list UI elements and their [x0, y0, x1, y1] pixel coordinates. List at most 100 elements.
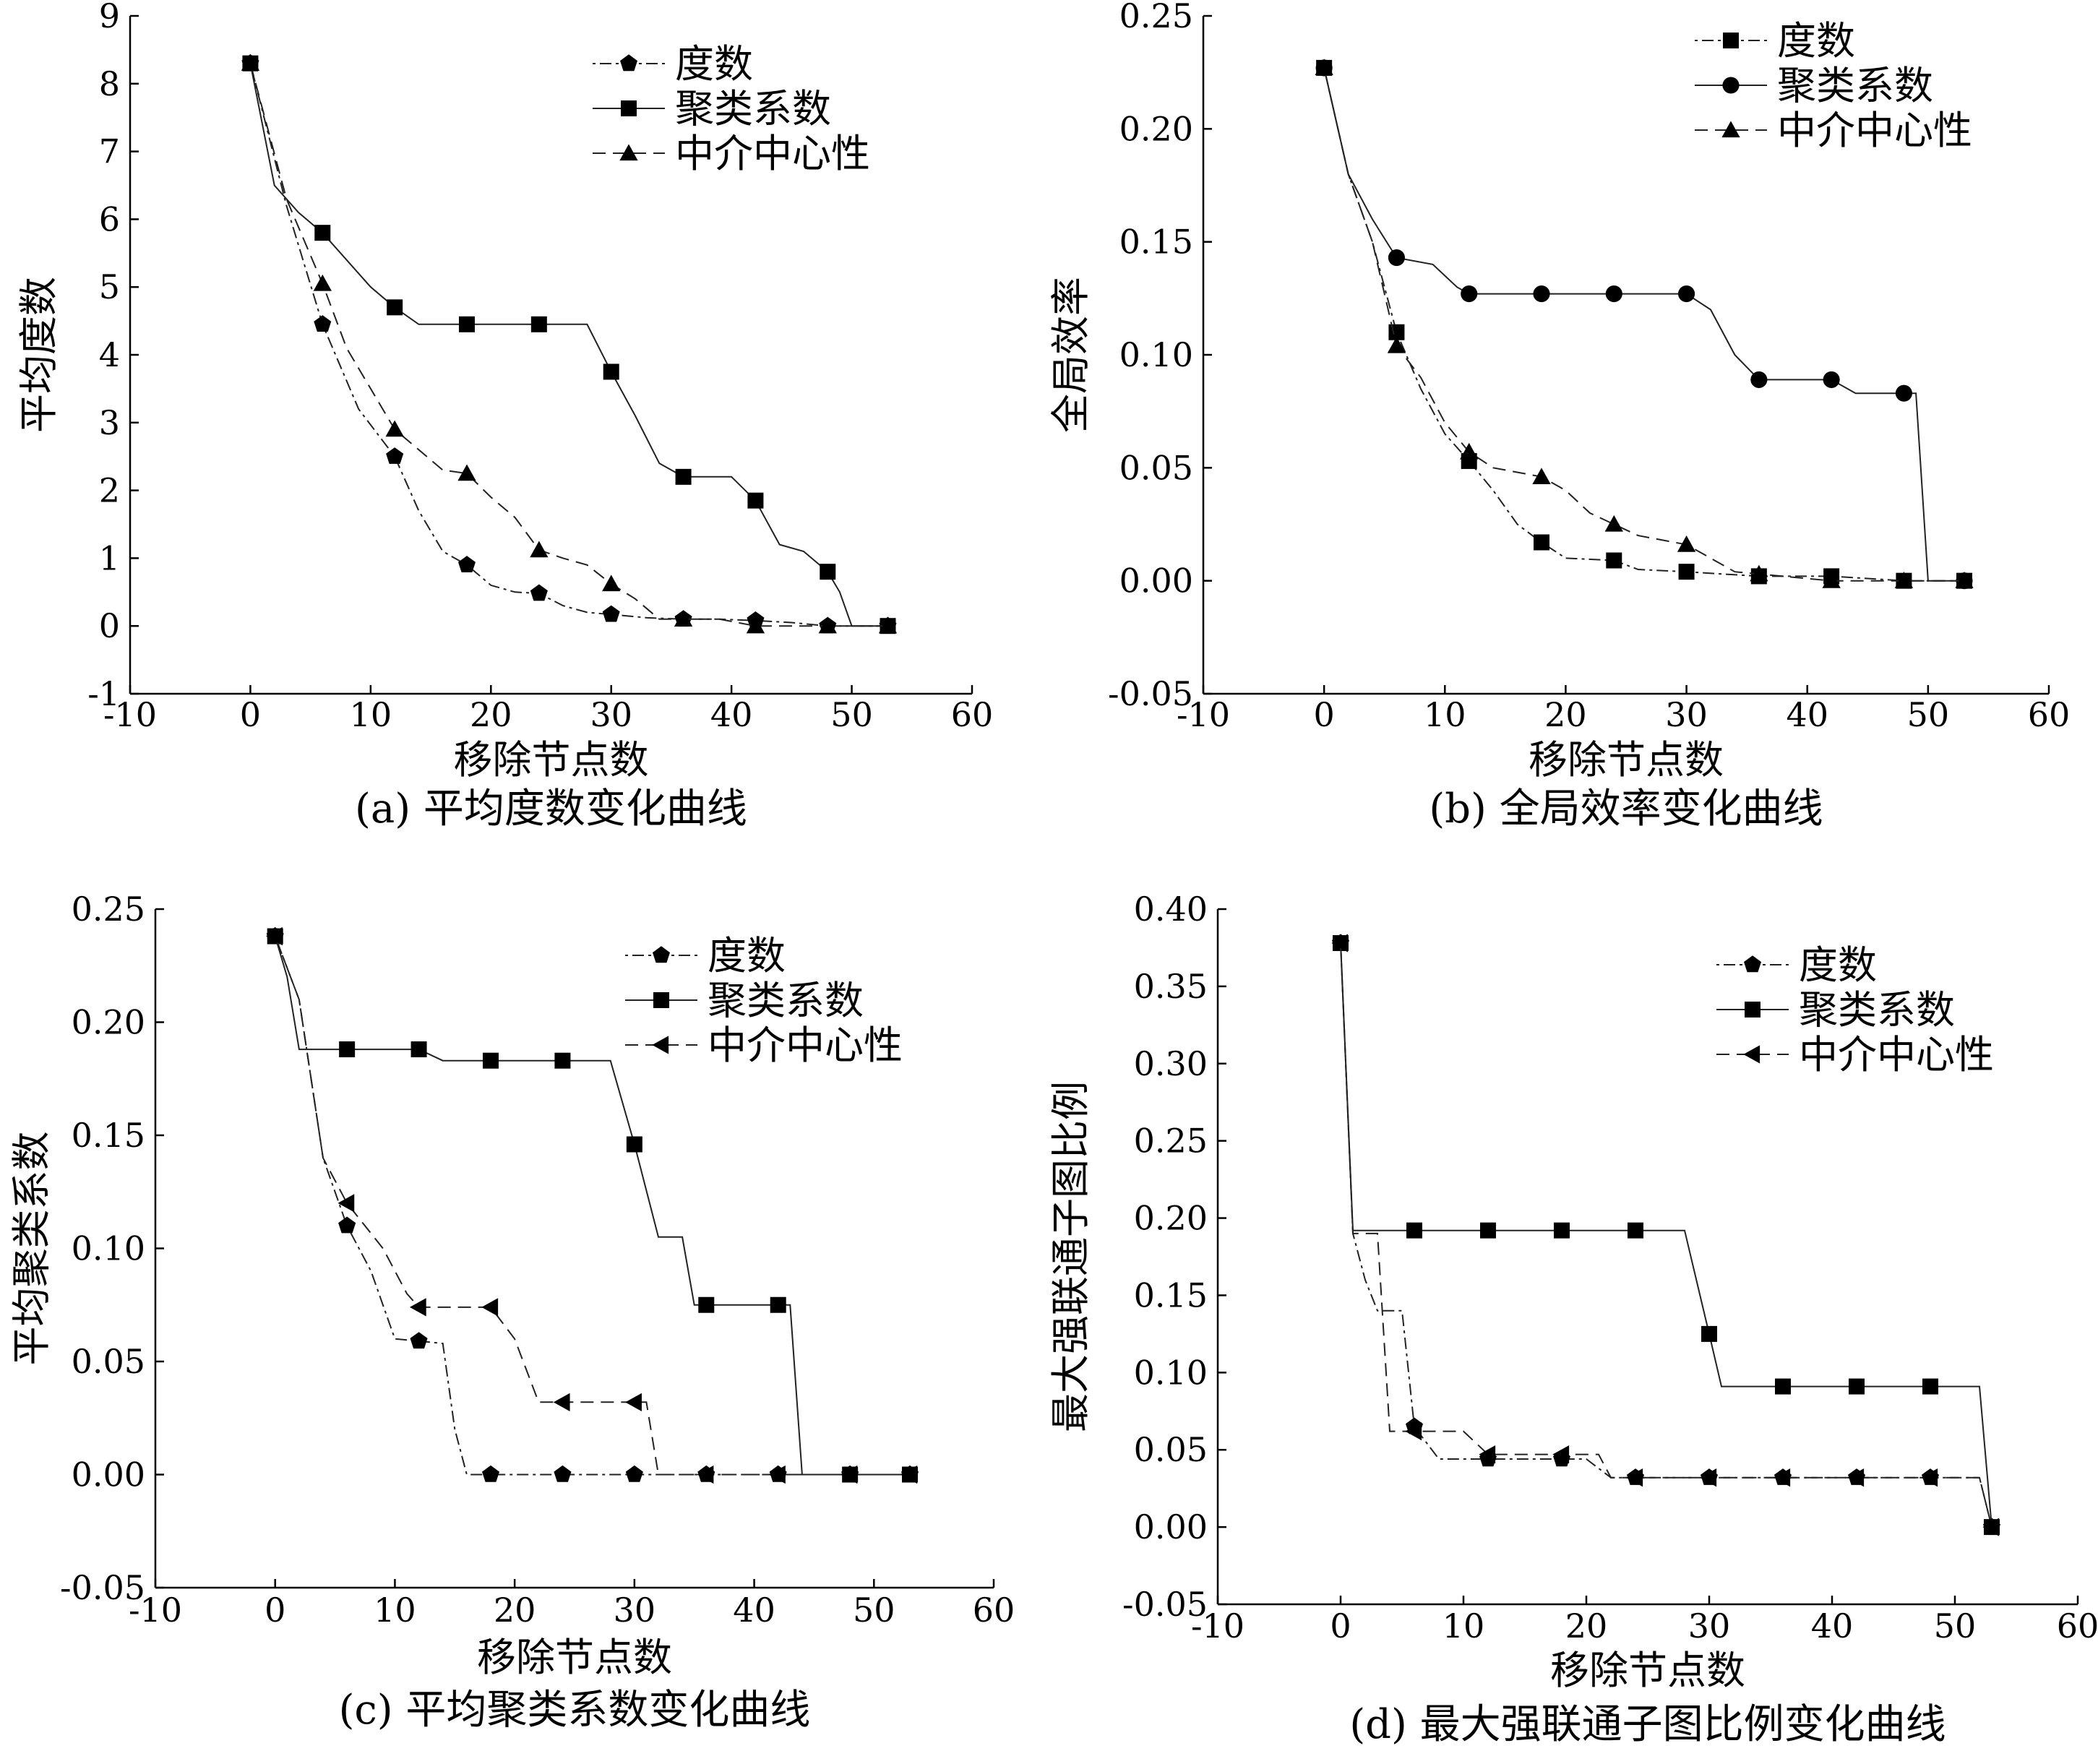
series-1-point: [1922, 1378, 1938, 1395]
legend-label-0: 度数: [675, 41, 753, 87]
series-2-point: [1315, 59, 1333, 76]
legend-label-1: 聚类系数: [708, 978, 864, 1023]
x-tick-label: 40: [710, 695, 753, 734]
series-2-point: [1982, 1518, 2000, 1536]
y-axis-title: 最大强联通子图比例: [1048, 1081, 1093, 1432]
x-tick-label: 20: [1544, 695, 1587, 734]
series-2-point: [1626, 1468, 1643, 1487]
x-axis-title: 移除节点数: [1529, 737, 1724, 783]
series-1-point: [1775, 1378, 1791, 1395]
series-1-point: [1461, 285, 1478, 303]
series-0-point: [625, 1465, 643, 1482]
series-1-point: [820, 564, 836, 580]
series-2-point: [1405, 1421, 1422, 1441]
y-tick-label: 3: [99, 403, 120, 442]
y-tick-label: 8: [99, 64, 120, 103]
x-tick-label: 30: [1665, 695, 1708, 734]
series-1-point: [603, 363, 619, 380]
legend-marker-2: [652, 1036, 669, 1054]
y-tick-label: -1: [87, 674, 120, 713]
x-tick-label: 30: [1688, 1606, 1731, 1645]
series-0-point: [482, 1465, 499, 1482]
legend-marker-0: [620, 54, 637, 72]
series-2-point: [1677, 535, 1696, 552]
x-tick-label: 60: [2028, 695, 2071, 734]
series-2-point: [841, 1465, 858, 1484]
series-1-point: [698, 1296, 715, 1313]
y-tick-label: 0.10: [1119, 335, 1193, 374]
series-2-point: [1921, 1468, 1938, 1487]
x-axis-title: 移除节点数: [477, 1635, 672, 1680]
series-1-point: [1750, 371, 1768, 388]
x-tick-label: 0: [1330, 1606, 1351, 1645]
series-2-point: [1774, 1468, 1791, 1487]
y-tick-label: 0.25: [1119, 0, 1193, 35]
series-0-point: [458, 556, 476, 572]
x-tick-label: 60: [2057, 1606, 2098, 1645]
chart-panel-2: -10 0 10 20 30 40 50 60 -0.05 0.00 0.05 0.10 0.15 0.2…: [9, 890, 1015, 1734]
y-tick-label: 0.00: [72, 1455, 145, 1494]
series-2-point: [674, 610, 693, 627]
series-0-point: [602, 605, 620, 622]
y-axis-title: 平均聚类系数: [9, 1132, 54, 1366]
x-tick-label: -10: [1177, 695, 1230, 734]
x-tick-label: 60: [973, 1591, 1015, 1630]
legend-marker-1: [653, 992, 669, 1008]
series-2-point: [409, 1298, 426, 1317]
legend-label-1: 聚类系数: [1799, 987, 1955, 1033]
series-1-point: [675, 468, 692, 485]
y-tick-label: -0.05: [60, 1568, 145, 1607]
y-tick-label: 0.20: [72, 1003, 145, 1042]
series-2-point: [1822, 572, 1841, 588]
series-2-point: [530, 541, 549, 558]
legend-label-0: 度数: [1777, 18, 1855, 64]
legend-marker-2: [1743, 1045, 1760, 1064]
legend-marker-1: [1745, 1002, 1760, 1017]
series-2-point: [481, 1298, 499, 1317]
series-0-point: [314, 315, 332, 332]
series-2-point: [697, 1465, 714, 1484]
x-tick-label: 40: [1811, 1606, 1854, 1645]
x-tick-label: 10: [1424, 695, 1466, 734]
x-tick-label: 50: [1907, 695, 1950, 734]
chart-panel-0: -10 0 10 20 30 40 50 60-10123456789移除节点数平均度数(a)…: [16, 0, 993, 832]
series-1-point: [1388, 249, 1405, 267]
series-1-point: [1701, 1325, 1717, 1342]
x-tick-label: -10: [129, 1591, 182, 1630]
series-2-point: [1750, 564, 1768, 582]
x-tick-label: 10: [350, 695, 392, 734]
series-1-point: [459, 316, 475, 332]
series-line-2: [274, 936, 910, 1476]
legend-label-1: 聚类系数: [1777, 63, 1933, 108]
y-tick-label: 0.10: [1134, 1353, 1208, 1392]
x-tick-label: 20: [470, 695, 512, 734]
series-1-point: [1823, 371, 1840, 388]
chart-caption: (a) 平均度数变化曲线: [355, 786, 747, 832]
y-tick-label: 5: [99, 267, 120, 306]
y-tick-label: 4: [99, 335, 120, 374]
series-0-point: [1678, 564, 1695, 580]
series-1-point: [483, 1052, 499, 1069]
x-tick-label: -10: [1191, 1606, 1244, 1645]
series-line-2: [249, 63, 888, 627]
series-1-point: [314, 225, 331, 241]
series-2-point: [878, 616, 898, 634]
x-tick-label: 30: [614, 1591, 656, 1630]
series-2-point: [1532, 468, 1551, 484]
x-tick-label: 0: [265, 1591, 285, 1630]
chart-caption: (c) 平均聚类系数变化曲线: [339, 1687, 811, 1734]
series-1-point: [747, 492, 764, 509]
y-tick-label: 0.05: [1134, 1430, 1208, 1469]
y-tick-label: 0.20: [1134, 1199, 1208, 1238]
series-line-0: [1323, 67, 1964, 582]
x-tick-label: 0: [240, 695, 261, 734]
y-tick-label: 1: [99, 538, 120, 577]
x-tick-label: 20: [494, 1591, 536, 1630]
x-tick-label: 10: [374, 1591, 416, 1630]
series-1-point: [1678, 285, 1695, 303]
series-2-point: [1604, 515, 1623, 532]
series-0-point: [554, 1465, 572, 1482]
series-2-point: [900, 1465, 918, 1484]
y-axis-title: 平均度数: [16, 277, 61, 433]
